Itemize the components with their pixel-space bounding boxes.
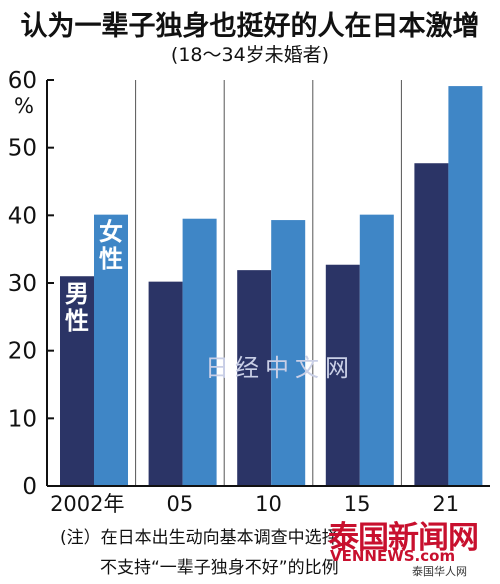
- legend-label-female: 性: [99, 245, 123, 273]
- y-tick-label: 20: [8, 339, 37, 365]
- y-tick-label: 0: [22, 474, 37, 500]
- x-tick-label: 21: [432, 492, 459, 516]
- x-tick-label: 2002年: [50, 492, 124, 516]
- bar-female-2: [271, 220, 306, 486]
- logo-sub-watermark: 泰国华人网: [412, 565, 467, 578]
- chart-title: 认为一辈子独身也挺好的人在日本激增: [20, 11, 480, 42]
- legend-label-male: 男: [65, 280, 89, 308]
- x-tick-label: 10: [255, 492, 282, 516]
- legend-label-male: 性: [65, 307, 89, 335]
- y-tick-label: 30: [8, 271, 37, 297]
- legend-label-female: 女: [99, 218, 123, 246]
- bar-male-2: [237, 270, 272, 486]
- bar-male-1: [148, 281, 183, 486]
- logo-url-watermark: VENNEWS.com: [330, 547, 456, 565]
- bar-male-4: [414, 163, 449, 487]
- logo-watermark: 泰国新闻网: [328, 520, 479, 556]
- y-tick-label: 50: [8, 136, 37, 162]
- bar-female-4: [448, 86, 483, 486]
- y-tick-label: 10: [8, 406, 37, 432]
- y-tick-label: 40: [8, 203, 37, 229]
- x-tick-label: 05: [167, 492, 194, 516]
- bar-male-0: [60, 276, 94, 486]
- y-tick-label: 60: [8, 68, 37, 94]
- x-tick-label: 15: [344, 492, 371, 516]
- chart-subtitle: (18～34岁未婚者): [170, 44, 330, 66]
- footnote-line-2: 不支持“一辈子独身不好”的比例: [100, 558, 339, 578]
- bar-male-3: [325, 264, 360, 486]
- bar-female-1: [182, 218, 217, 486]
- watermark-nikkei: 日经中文网: [205, 354, 355, 382]
- footnote-line-1: (注）在日本出生动向基本调查中选择: [60, 528, 339, 548]
- y-axis-label: %: [14, 94, 34, 118]
- bar-female-3: [359, 214, 394, 486]
- bar-female-0: [94, 214, 128, 486]
